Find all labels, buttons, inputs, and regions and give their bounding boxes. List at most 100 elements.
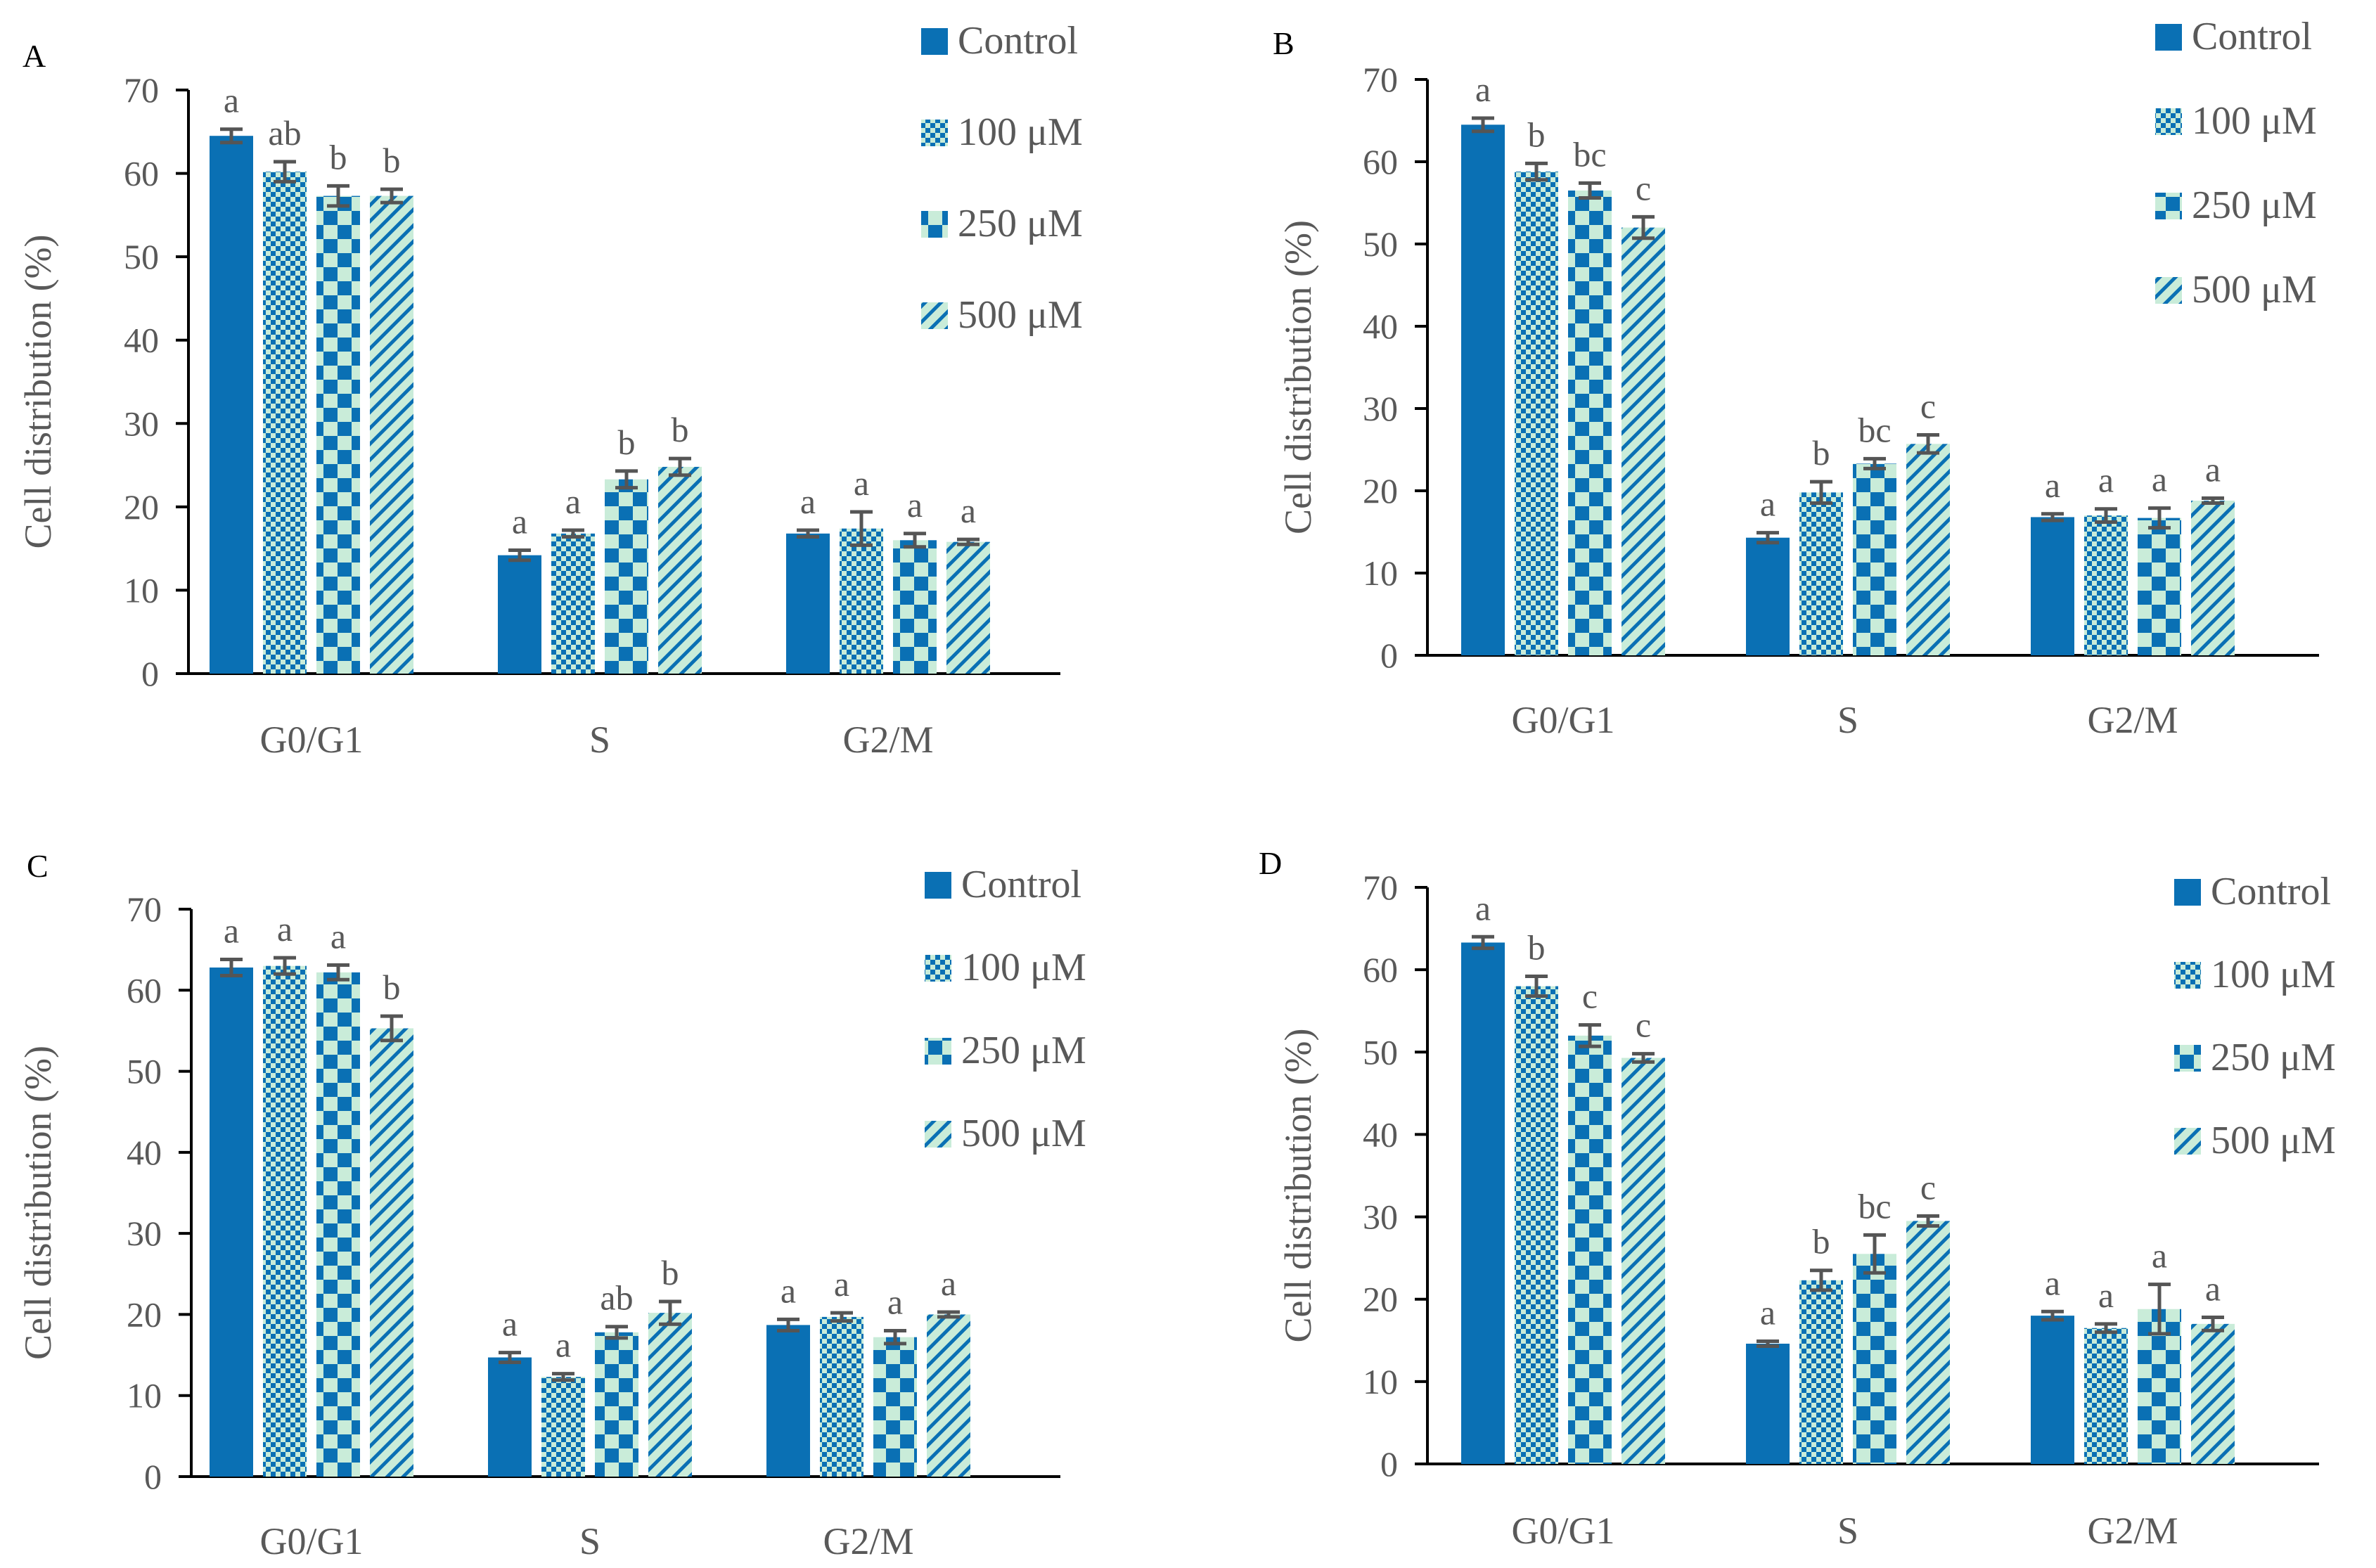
significance-letter: a <box>1475 888 1491 927</box>
y-tick-label: 30 <box>127 1214 162 1253</box>
bar <box>1568 190 1612 655</box>
significance-letter: a <box>556 1325 571 1365</box>
legend-label: 500 μM <box>2211 1119 2336 1162</box>
y-axis-label: Cell distribution (%) <box>1277 1029 1319 1343</box>
legend-label: 250 μM <box>961 1029 1086 1072</box>
y-tick-label: 40 <box>124 321 159 360</box>
significance-letter: a <box>330 917 346 956</box>
legend-label: 500 μM <box>2192 268 2317 311</box>
bar <box>316 195 360 674</box>
legend-swatch <box>921 211 948 238</box>
y-tick-label: 0 <box>1380 636 1398 675</box>
y-tick-label: 20 <box>1363 471 1398 510</box>
significance-letter: a <box>502 1304 518 1344</box>
legend-swatch <box>921 120 948 146</box>
x-category-label: S <box>1837 1510 1858 1552</box>
significance-letter: a <box>2152 460 2167 499</box>
bar <box>316 972 360 1477</box>
legend-swatch <box>921 302 948 329</box>
legend-swatch <box>2155 108 2182 135</box>
significance-letter: a <box>2098 461 2114 500</box>
legend-label: 500 μM <box>958 293 1083 337</box>
y-tick-label: 50 <box>1363 224 1398 264</box>
bar <box>2031 517 2074 655</box>
bar <box>2138 518 2181 655</box>
y-tick-label: 50 <box>1363 1032 1398 1072</box>
legend-label: 100 μM <box>961 946 1086 989</box>
bar <box>263 965 307 1477</box>
significance-letter: a <box>1760 484 1775 524</box>
bar <box>1515 172 1558 656</box>
significance-letter: a <box>781 1271 796 1310</box>
significance-letter: c <box>1920 1167 1936 1207</box>
significance-letter: a <box>1760 1292 1775 1332</box>
y-tick-label: 0 <box>141 654 159 693</box>
legend-swatch <box>925 1038 951 1065</box>
significance-letter: c <box>1636 168 1651 207</box>
significance-letter: a <box>2205 1268 2221 1308</box>
bar <box>648 1313 692 1477</box>
significance-letter: c <box>1636 1005 1651 1045</box>
legend-swatch <box>2174 879 2201 906</box>
bar <box>946 541 990 674</box>
x-category-label: S <box>589 719 610 761</box>
legend: Control 100 μM 250 μM 500 μM <box>2174 870 2336 1162</box>
bar <box>1853 1254 1896 1464</box>
bar <box>1746 537 1790 655</box>
legend-label: Control <box>2211 870 2331 913</box>
bar <box>551 533 595 674</box>
significance-letter: a <box>2045 465 2060 505</box>
bar <box>2084 1328 2128 1464</box>
y-tick-label: 30 <box>1363 1197 1398 1237</box>
y-tick-label: 30 <box>124 404 159 443</box>
significance-letter: c <box>1582 977 1598 1016</box>
legend-label: Control <box>2192 15 2312 58</box>
y-tick-label: 70 <box>1363 60 1398 99</box>
y-axis-label: Cell distribution (%) <box>17 235 59 549</box>
significance-letter: b <box>1813 1222 1830 1261</box>
significance-letter: a <box>565 482 581 521</box>
bar <box>605 479 648 674</box>
legend-label: 250 μM <box>2192 184 2317 227</box>
y-tick-label: 60 <box>1363 950 1398 989</box>
significance-letter: a <box>907 485 923 525</box>
significance-letter: a <box>224 911 239 950</box>
significance-letter: c <box>1920 386 1936 425</box>
legend-swatch <box>925 955 951 982</box>
significance-letter: a <box>854 463 869 503</box>
bar <box>786 533 830 674</box>
y-tick-label: 10 <box>1363 1362 1398 1401</box>
y-tick-label: 10 <box>1363 553 1398 593</box>
significance-letter: b <box>662 1253 679 1292</box>
x-category-label: G0/G1 <box>260 719 364 761</box>
y-tick-label: 60 <box>124 154 159 193</box>
x-category-label: G2/M <box>2087 699 2178 741</box>
legend-swatch <box>2174 1045 2201 1072</box>
y-tick-label: 60 <box>1363 142 1398 181</box>
bar <box>1622 227 1665 656</box>
legend-label: 500 μM <box>961 1112 1086 1155</box>
significance-letter: b <box>383 968 401 1007</box>
legend-label: 100 μM <box>2211 953 2336 996</box>
y-tick-label: 50 <box>127 1052 162 1091</box>
significance-letter: b <box>618 423 636 462</box>
y-tick-label: 40 <box>1363 307 1398 346</box>
legend-label: 250 μM <box>958 202 1083 245</box>
y-axis-label: Cell distribution (%) <box>1277 220 1319 534</box>
bar <box>820 1316 863 1477</box>
significance-letter: b <box>1813 433 1830 473</box>
bar <box>893 540 937 674</box>
significance-letter: b <box>1528 928 1546 968</box>
bar <box>210 136 253 674</box>
bar <box>1568 1035 1612 1464</box>
y-tick-label: 20 <box>1363 1280 1398 1319</box>
x-category-label: G2/M <box>842 719 933 761</box>
y-tick-label: 70 <box>1363 868 1398 907</box>
legend: Control 100 μM 250 μM 500 μM <box>925 863 1086 1155</box>
panel-letter: D <box>1259 845 1282 881</box>
significance-letter: ab <box>268 113 301 153</box>
bar <box>1799 492 1843 655</box>
legend-label: Control <box>961 863 1081 906</box>
y-tick-label: 0 <box>1380 1444 1398 1484</box>
